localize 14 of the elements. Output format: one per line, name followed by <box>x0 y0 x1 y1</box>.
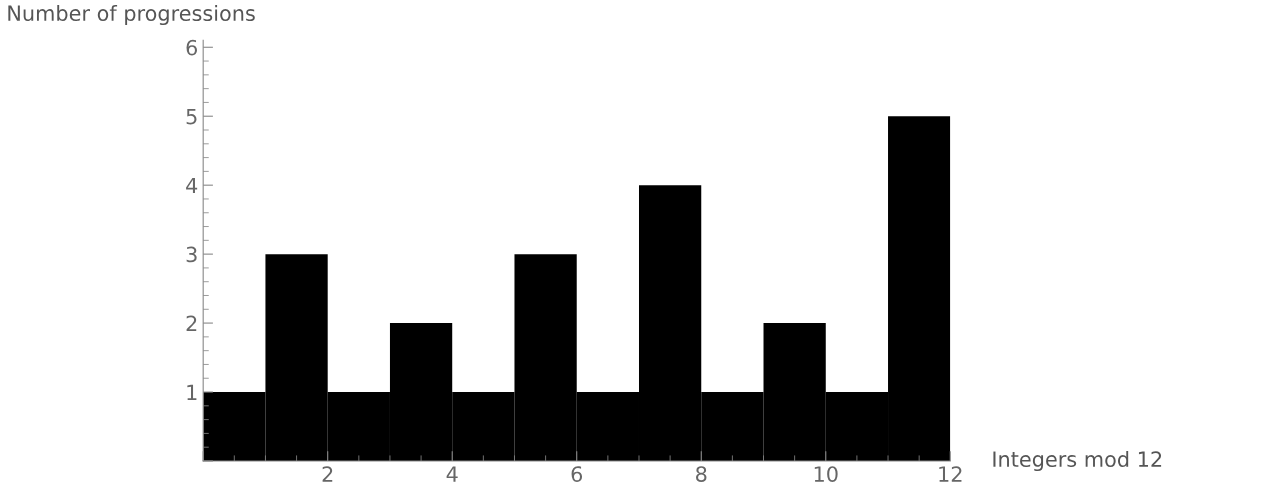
x-tick-label: 2 <box>322 466 333 482</box>
x-tick-label: 12 <box>939 466 962 482</box>
y-axis-title: Number of progressions <box>8 4 255 26</box>
y-tick-label: 5 <box>186 108 197 125</box>
x-tick-label: 6 <box>571 466 583 482</box>
y-tick-label: 4 <box>186 177 198 194</box>
x-tick-label: 8 <box>696 466 707 482</box>
x-tick-label: 10 <box>814 466 838 482</box>
y-tick-label: 1 <box>187 384 197 400</box>
y-tick-label: 6 <box>186 39 198 56</box>
y-tick-label: 3 <box>186 246 197 263</box>
y-tick-label: 2 <box>186 315 197 331</box>
x-axis-title: Integers mod 12 <box>993 450 1162 472</box>
x-tick-label: 4 <box>446 466 458 482</box>
